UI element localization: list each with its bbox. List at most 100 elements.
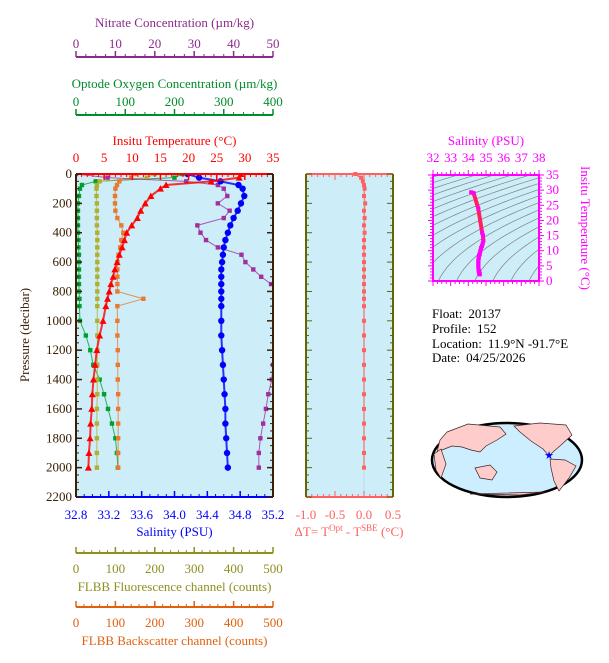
temperature-data-point — [93, 346, 101, 354]
fluorescence-data-point — [95, 289, 100, 294]
fluorescence-data-point — [95, 267, 100, 272]
backscatter-tick-label: 300 — [184, 615, 204, 630]
delta-t-data-point — [362, 465, 366, 470]
backscatter-data-point — [115, 274, 120, 279]
temperature-data-point — [123, 229, 131, 236]
density-contour — [433, 202, 539, 264]
ts-data-point — [471, 191, 476, 196]
nitrate-data-point — [263, 406, 269, 412]
ts-data-point — [480, 230, 485, 235]
temperature-data-point — [147, 192, 155, 200]
nitrate-data-point — [243, 259, 248, 265]
nitrate-data-point — [76, 174, 79, 177]
temperature-tick-label: 35 — [267, 150, 280, 165]
salinity-data-point — [234, 207, 241, 214]
fluorescence-data-point — [144, 175, 150, 180]
delta-plot-area — [306, 174, 393, 497]
backscatter-data-point — [115, 267, 120, 272]
delta-t-data-point — [362, 348, 366, 353]
ts-x-tick-label: 32 — [427, 150, 440, 165]
pressure-tick-label: 200 — [53, 195, 73, 210]
delta-t-data-point — [362, 208, 366, 213]
salinity-data-point — [218, 302, 225, 310]
nitrate-data-point — [225, 193, 230, 199]
backscatter-data-point — [141, 296, 146, 301]
salinity-tick-label: 32.8 — [65, 507, 88, 522]
backscatter-data-point — [115, 303, 120, 309]
pressure-axis-title: Pressure (decibar) — [17, 288, 32, 382]
fluorescence-data-point — [95, 303, 100, 309]
delta-t-data-point — [362, 392, 366, 397]
backscatter-axis-title: FLBB Backscatter channel (counts) — [82, 633, 268, 648]
salinity-data-point — [218, 295, 225, 302]
density-contour — [433, 195, 539, 248]
salinity-data-point — [222, 420, 229, 427]
ts-y-tick-label: 0 — [546, 273, 553, 288]
backscatter-data-point — [121, 230, 126, 235]
delta-title-part: Opt — [329, 523, 343, 533]
salinity-data-point — [222, 405, 229, 413]
salinity-data-point — [241, 192, 248, 200]
delta-t-data-point — [362, 282, 366, 287]
backscatter-data-point — [115, 281, 120, 287]
backscatter-data-point — [119, 223, 124, 228]
oxygen-data-point — [180, 174, 185, 177]
temperature-data-point — [99, 317, 107, 324]
delta-tick-label: -1.0 — [296, 507, 317, 522]
density-contour — [510, 248, 539, 281]
salinity-tick-label: 35.2 — [262, 507, 285, 522]
backscatter-data-point — [115, 318, 120, 324]
oxygen-data-point — [88, 347, 93, 353]
nitrate-tick-label: 30 — [188, 36, 201, 51]
pressure-tick-label: 800 — [53, 283, 73, 298]
nitrate-data-point — [198, 230, 203, 235]
temperature-tick-label: 20 — [182, 150, 195, 165]
density-contour — [433, 183, 539, 226]
nitrate-data-point — [279, 333, 283, 337]
ts-y-tick-label: 25 — [546, 197, 559, 212]
salinity-data-point — [223, 449, 231, 457]
temperature-tick-label: 15 — [154, 150, 167, 165]
temperature-data-point — [85, 449, 93, 456]
temperature-data-point — [133, 214, 141, 222]
temperature-tick-label: 5 — [101, 150, 108, 165]
delta-t-data-point — [362, 186, 367, 191]
info-float-value: 20137 — [468, 306, 501, 321]
delta-t-data-point — [362, 289, 366, 294]
ts-data-point — [476, 206, 481, 211]
pressure-tick-label: 600 — [53, 254, 73, 269]
backscatter-data-point — [132, 174, 138, 177]
pressure-tick-label: 400 — [53, 225, 73, 240]
info-profile-label: Profile: — [432, 321, 471, 336]
temperature-data-point — [88, 390, 96, 398]
fluorescence-tick-label: 300 — [184, 561, 204, 576]
delta-title-part: ΔT= T — [295, 524, 330, 539]
backscatter-data-point — [115, 377, 120, 382]
fluorescence-data-point — [95, 252, 100, 257]
salinity-data-point — [235, 181, 242, 189]
nitrate-tick-label: 10 — [109, 36, 122, 51]
pressure-tick-label: 2200 — [46, 489, 72, 504]
temperature-data-point — [156, 185, 164, 192]
temperature-data-point — [111, 265, 119, 273]
nitrate-tick-label: 40 — [227, 36, 240, 51]
delta-t-data-point — [362, 333, 366, 338]
fluorescence-data-point — [95, 318, 100, 324]
fluorescence-tick-label: 200 — [145, 561, 165, 576]
delta-t-data-point — [362, 245, 366, 250]
density-contour — [474, 226, 539, 281]
backscatter-data-point — [115, 436, 121, 441]
salinity-data-point — [220, 376, 227, 383]
nitrate-data-point — [195, 223, 200, 228]
backscatter-data-point — [115, 392, 121, 397]
temperature-tick-label: 0 — [73, 150, 80, 165]
backscatter-data-point — [113, 186, 118, 191]
ts-y-tick-label: 10 — [546, 243, 559, 258]
temperature-data-point — [120, 236, 128, 244]
oxygen-data-point — [109, 421, 115, 426]
salinity-tick-label: 34.4 — [196, 507, 219, 522]
backscatter-data-point — [114, 182, 120, 188]
ts-y-tick-label: 5 — [546, 258, 553, 273]
backscatter-tick-label: 400 — [224, 615, 244, 630]
